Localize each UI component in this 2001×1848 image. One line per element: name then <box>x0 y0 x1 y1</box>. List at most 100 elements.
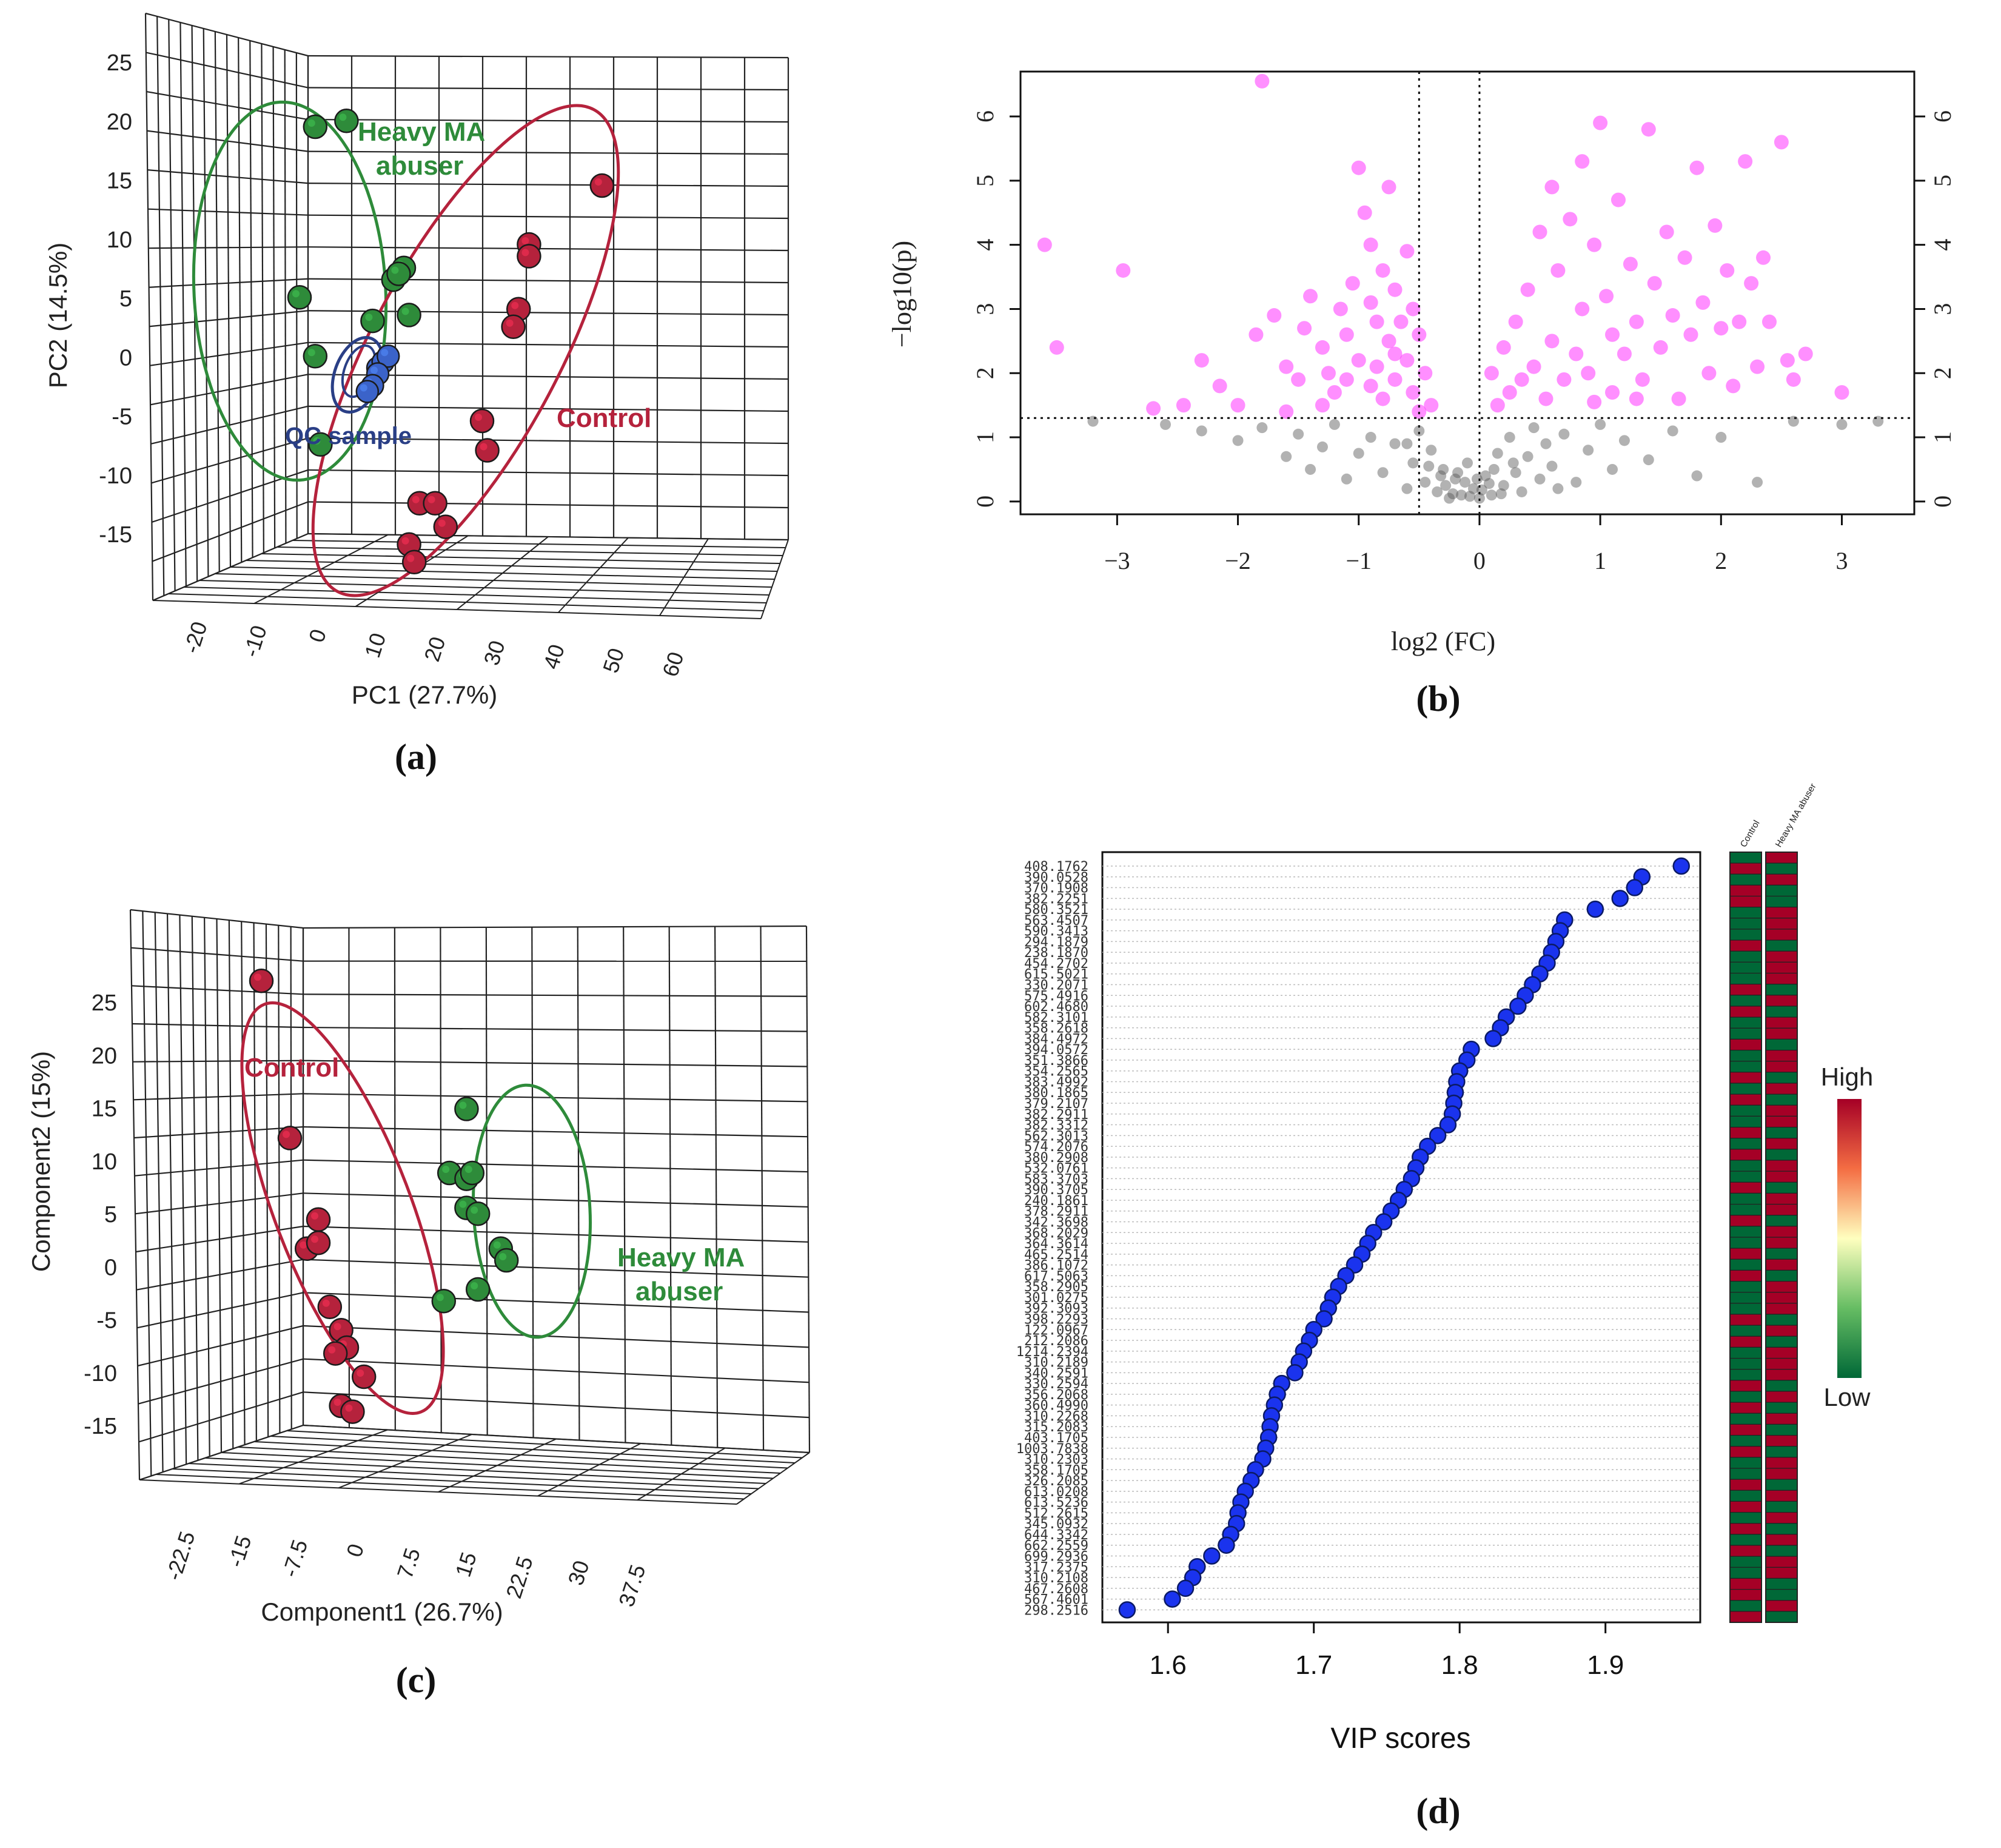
heavy-point-highlight <box>391 267 398 274</box>
significant-point <box>1605 385 1620 400</box>
significant-point <box>1339 372 1354 387</box>
significant-point <box>1303 289 1318 303</box>
grid-line <box>238 38 241 562</box>
heavy-point-highlight <box>308 119 315 127</box>
significant-point <box>1406 301 1420 316</box>
vip-point <box>1119 1602 1135 1618</box>
grid-line <box>303 1359 809 1383</box>
control-point-highlight <box>480 443 488 451</box>
heatmap-cell-control <box>1730 1259 1761 1270</box>
y-tick-label: 0 <box>971 496 999 508</box>
heavy-point-highlight <box>499 1253 506 1260</box>
significant-point <box>1623 257 1638 271</box>
significant-point <box>1538 392 1553 406</box>
significant-point <box>1550 263 1565 278</box>
grid-line <box>761 926 764 1450</box>
grid-line <box>266 924 268 1437</box>
grid-line <box>303 994 807 996</box>
y-tick-label: 20 <box>92 1043 117 1069</box>
grid-line <box>715 927 717 1448</box>
heatmap-cell-heavy <box>1766 1556 1797 1567</box>
panel-a-x-axis-title: PC1 (27.7%) <box>352 680 497 709</box>
significant-point <box>1786 372 1801 387</box>
grid-line <box>308 215 788 218</box>
panel-d-points <box>1119 858 1689 1618</box>
heavy-point-highlight <box>402 307 409 315</box>
panel-d-gridlines <box>1102 866 1700 1610</box>
nonsignificant-point <box>1484 478 1495 489</box>
heatmap-cell-control <box>1730 1171 1761 1182</box>
heatmap-cell-control <box>1730 907 1761 918</box>
heatmap-cell-heavy <box>1766 1347 1797 1358</box>
significant-point <box>1575 301 1589 316</box>
significant-point <box>1521 283 1535 297</box>
x-tick-label: 37.5 <box>614 1562 651 1610</box>
panel-d-x-axis-title: VIP scores <box>1330 1722 1470 1755</box>
heatmap-cell-control <box>1730 1479 1761 1490</box>
vip-point <box>1204 1548 1219 1564</box>
grid-line <box>308 406 788 411</box>
significant-point <box>1587 395 1601 409</box>
y-tick-label: 5 <box>119 286 132 312</box>
x-tick-label: 3 <box>1835 547 1848 574</box>
nonsignificant-point <box>1472 474 1483 485</box>
grid-line <box>254 922 256 1440</box>
panel-a-heavy-label: Heavy MA <box>358 117 485 147</box>
significant-point <box>1321 366 1336 380</box>
control-point-highlight <box>412 496 420 503</box>
grid-line <box>303 1193 808 1207</box>
heatmap-cell-heavy <box>1766 1501 1797 1512</box>
heatmap-cell-control <box>1730 1282 1761 1292</box>
heatmap-cell-control <box>1730 852 1761 863</box>
significant-point <box>1364 378 1378 393</box>
nonsignificant-point <box>1464 491 1475 502</box>
vip-point <box>1587 901 1603 917</box>
significant-point <box>1762 315 1777 329</box>
heatmap-cell-control <box>1730 885 1761 896</box>
control-point <box>434 516 457 539</box>
heavy-point <box>461 1161 484 1184</box>
nonsignificant-point <box>1426 445 1436 455</box>
heatmap-cell-control <box>1730 874 1761 885</box>
heatmap-cell-heavy <box>1766 951 1797 962</box>
significant-point <box>1605 328 1620 342</box>
nonsignificant-point <box>1517 486 1527 497</box>
x-tick-label: 1 <box>1594 547 1606 574</box>
heatmap-cell-control <box>1730 1160 1761 1171</box>
heavy-point-highlight <box>471 1206 478 1214</box>
heatmap-cell-control <box>1730 973 1761 984</box>
x-tick-label: -15 <box>223 1533 256 1570</box>
nonsignificant-point <box>1552 483 1563 494</box>
significant-point <box>1672 392 1686 406</box>
significant-point <box>1641 122 1656 136</box>
heatmap-cell-heavy <box>1766 1226 1797 1237</box>
nonsignificant-point <box>1504 432 1515 443</box>
heatmap-cell-heavy <box>1766 885 1797 896</box>
grid-line <box>149 247 308 248</box>
heatmap-cell-heavy <box>1766 984 1797 995</box>
heatmap-cell-control <box>1730 1303 1761 1314</box>
nonsignificant-point <box>1691 471 1702 482</box>
grid-line <box>278 926 280 1433</box>
heatmap-cell-heavy <box>1766 1127 1797 1138</box>
nonsignificant-point <box>1836 419 1847 430</box>
significant-point <box>1714 321 1728 335</box>
heavy-point-highlight <box>308 349 315 356</box>
control-point-highlight <box>311 1212 318 1220</box>
nonsignificant-point <box>1607 464 1618 475</box>
significant-point <box>1593 116 1607 130</box>
grid-line <box>308 56 788 58</box>
control-point <box>471 409 494 432</box>
control-point-highlight <box>511 302 518 309</box>
significant-point <box>1629 315 1644 329</box>
heatmap-cell-control <box>1730 1380 1761 1391</box>
nonsignificant-point <box>1447 488 1458 499</box>
heatmap-cell-control <box>1730 1226 1761 1237</box>
heatmap-cell-control <box>1730 1116 1761 1127</box>
y-tick-label: -10 <box>84 1361 117 1386</box>
